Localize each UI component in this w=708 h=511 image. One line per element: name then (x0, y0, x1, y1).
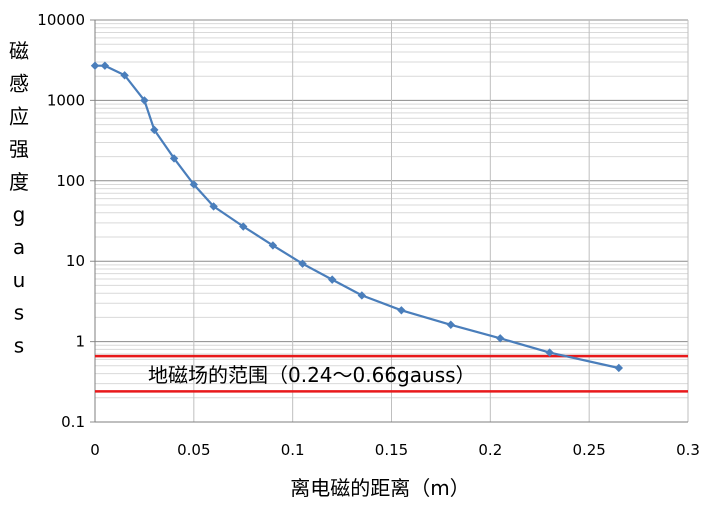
reference-lines (95, 354, 688, 393)
data-point (209, 202, 218, 211)
data-point (150, 125, 159, 135)
data-point (189, 180, 199, 189)
y-axis-title-char: 度 (9, 170, 29, 194)
x-tick-labels: 0 0.05 0.1 0.15 0.2 0.25 0.3 (90, 441, 700, 459)
data-point (100, 61, 110, 70)
y-axis-title-char: s (14, 333, 24, 357)
y-tick-label: 1000 (47, 91, 85, 109)
y-axis-title-char: s (14, 301, 24, 325)
data-point (614, 363, 624, 373)
data-point (268, 241, 278, 250)
x-axis-title: 离电磁的距离（m） (290, 476, 469, 500)
x-tick-label: 0.1 (281, 441, 305, 459)
data-point (169, 154, 179, 163)
series-line (95, 64, 620, 370)
data-point (496, 334, 505, 343)
data-point (446, 320, 455, 329)
y-tick-label: 1 (75, 333, 85, 351)
y-axis-title-char: u (13, 268, 26, 292)
geomagnetic-range-annotation: 地磁场的范围（0.24～0.66gauss） (148, 363, 476, 387)
data-point (328, 275, 337, 284)
x-tick-label: 0.3 (676, 441, 700, 459)
data-point (545, 348, 554, 357)
x-tick-label: 0.25 (572, 441, 605, 459)
grid-layer (90, 19, 689, 423)
y-axis-title-char: a (13, 235, 25, 259)
x-tick-label: 0.05 (177, 441, 210, 459)
data-point (140, 96, 149, 105)
data-point (298, 259, 307, 268)
y-axis-title-char: g (13, 203, 26, 227)
data-point (90, 61, 100, 70)
data-point (120, 71, 129, 80)
data-point (357, 291, 367, 300)
y-tick-labels: 0.1 1 10 100 1000 10000 (37, 11, 85, 431)
y-tick-label: 0.1 (61, 413, 85, 431)
y-tick-label: 10 (66, 252, 85, 270)
x-tick-label: 0.2 (478, 441, 502, 459)
data-point (239, 222, 248, 231)
y-axis-title-char: 强 (9, 137, 29, 161)
y-tick-label: 100 (56, 172, 85, 190)
y-axis-title-char: 磁 (9, 39, 29, 63)
y-axis-title-char: 应 (9, 104, 29, 128)
data-point (397, 306, 406, 315)
x-tick-label: 0.15 (375, 441, 408, 459)
y-tick-label: 10000 (37, 11, 85, 29)
x-tick-label: 0 (90, 441, 100, 459)
series-layer (90, 61, 624, 373)
y-axis-title-char: 感 (9, 72, 29, 96)
